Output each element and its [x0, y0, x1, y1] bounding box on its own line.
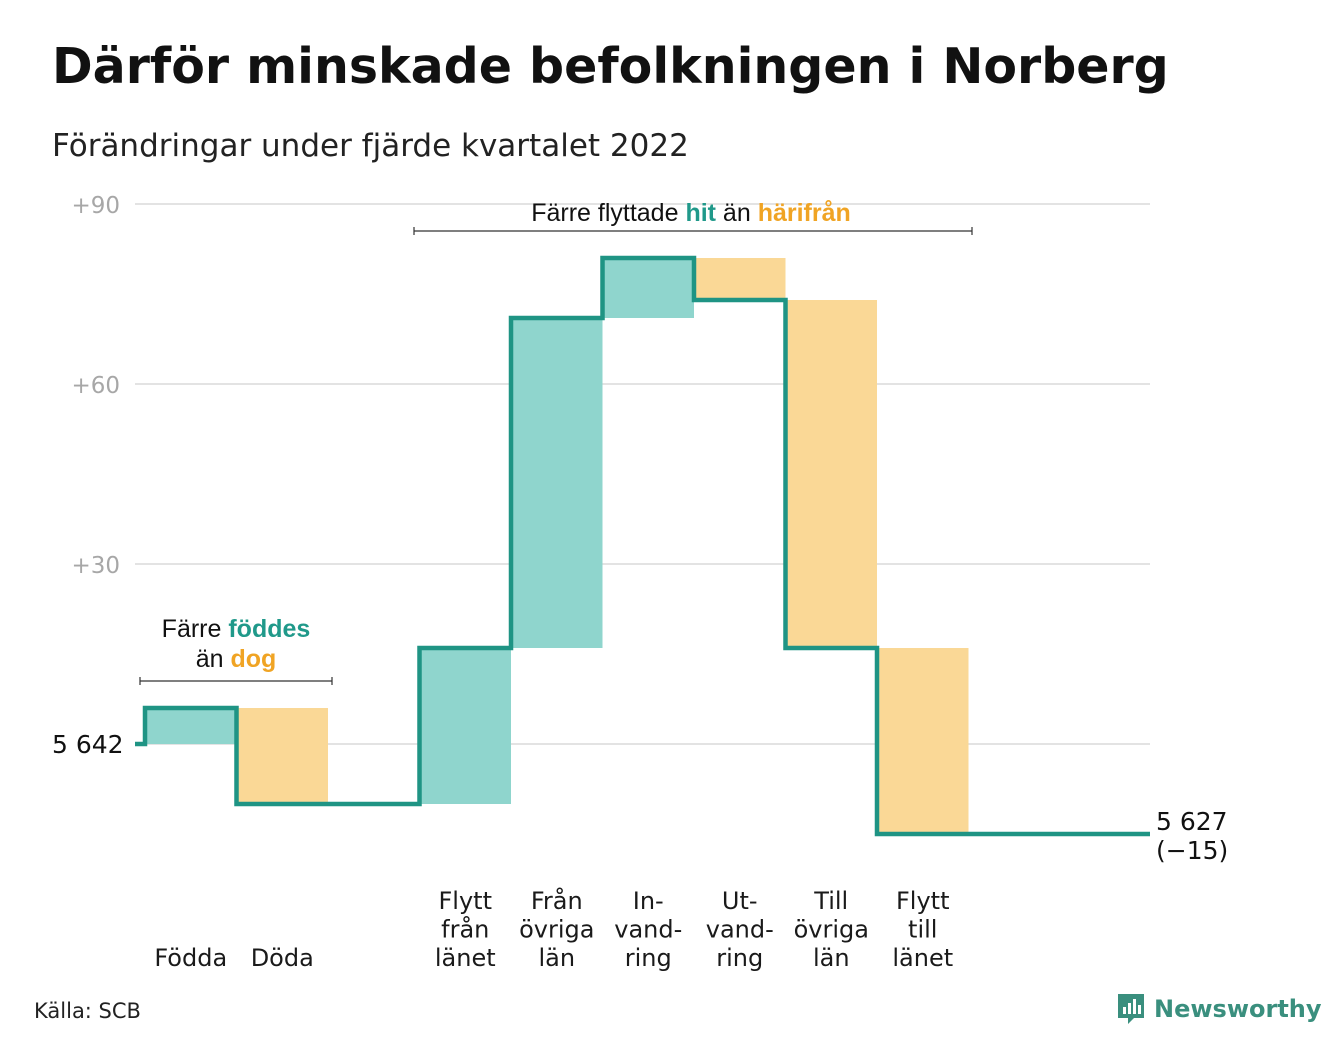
bar-increase — [145, 708, 237, 744]
chart-subtitle: Förändringar under fjärde kvartalet 2022 — [52, 128, 689, 164]
bar-decrease — [877, 648, 969, 834]
category-label: från — [441, 915, 489, 944]
category-label: ring — [716, 944, 763, 972]
category-label: Flytt — [439, 887, 493, 915]
end-value-label: 5 627 — [1156, 807, 1228, 836]
brand-name: Newsworthy — [1154, 995, 1322, 1023]
category-label: länet — [892, 944, 953, 972]
chart-title: Därför minskade befolkningen i Norberg — [52, 38, 1169, 95]
category-label: övriga — [794, 916, 869, 944]
bar-increase — [511, 318, 603, 648]
category-label: vand- — [706, 916, 774, 944]
annotation-text: Färre föddes — [162, 615, 311, 643]
category-label: In- — [633, 887, 664, 915]
category-label: Flytt — [896, 887, 950, 915]
category-label: Döda — [251, 944, 314, 972]
brand-logo[interactable]: Newsworthy — [1116, 992, 1322, 1026]
end-change-label: (−15) — [1156, 836, 1228, 865]
category-label: ring — [625, 944, 672, 972]
bar-decrease — [236, 708, 328, 804]
category-label: länet — [435, 944, 496, 972]
annotation-segment: än — [196, 645, 231, 673]
annotation-text: än dog — [196, 645, 277, 673]
category-label: övriga — [519, 916, 594, 944]
annotation-segment: hit — [685, 199, 716, 227]
category-label: Ut- — [722, 887, 758, 915]
bar-decrease — [694, 258, 786, 300]
start-value-label: 5 642 — [52, 730, 124, 759]
annotation-segment: Färre — [162, 615, 229, 643]
category-label: län — [813, 944, 850, 972]
y-tick-label: +30 — [71, 553, 120, 579]
annotation-segment: Färre flyttade — [531, 199, 685, 227]
bar-increase — [419, 648, 511, 804]
annotation-segment: dog — [230, 645, 276, 673]
annotation-segment: föddes — [228, 615, 310, 643]
annotation-text: Färre flyttade hit än härifrån — [531, 199, 851, 227]
category-label: Till — [813, 887, 848, 915]
source-note: Källa: SCB — [34, 999, 141, 1023]
step-line — [135, 255, 1150, 837]
newsworthy-logo-icon — [1118, 994, 1144, 1024]
y-tick-label: +90 — [71, 193, 120, 219]
annotation-segment: härifrån — [758, 199, 851, 227]
category-label: Från — [531, 886, 583, 915]
bars — [145, 258, 969, 834]
category-label: län — [538, 944, 575, 972]
category-label: Födda — [154, 944, 227, 972]
annotation-segment: än — [716, 199, 758, 227]
category-label: till — [908, 916, 937, 944]
step-line-path — [135, 255, 1150, 837]
y-tick-label: +60 — [71, 373, 120, 399]
bar-decrease — [785, 300, 877, 648]
category-label: vand- — [614, 916, 682, 944]
bar-increase — [602, 258, 694, 318]
